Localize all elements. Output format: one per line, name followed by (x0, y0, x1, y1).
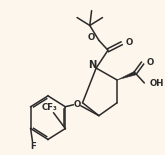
Text: CF₃: CF₃ (42, 103, 58, 112)
Text: O: O (125, 38, 132, 47)
Text: N: N (88, 60, 97, 70)
Text: O: O (146, 58, 153, 67)
Text: OH: OH (150, 80, 164, 89)
Text: F: F (31, 142, 36, 151)
Polygon shape (117, 71, 136, 80)
Text: O: O (88, 33, 95, 42)
Text: O: O (73, 100, 81, 109)
